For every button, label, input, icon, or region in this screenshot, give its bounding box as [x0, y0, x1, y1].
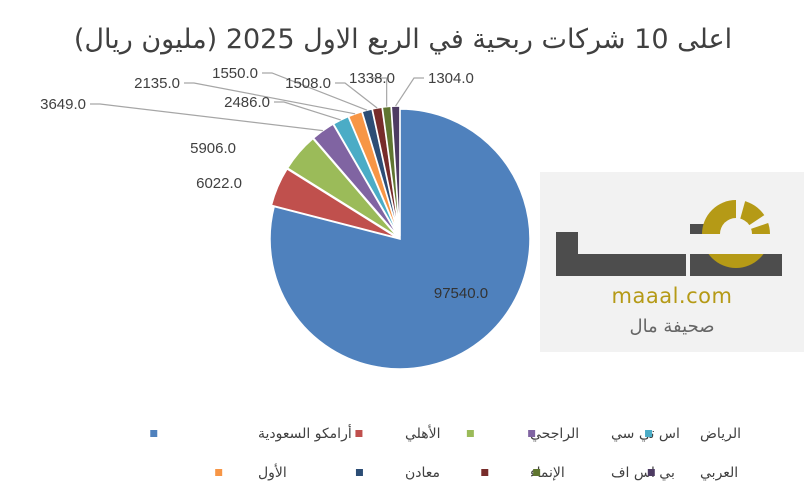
legend-swatch-أرامكو-السعودية	[150, 430, 158, 437]
pie-slice-أرامكو-السعودية	[269, 108, 531, 370]
legend-swatch-الراجحي	[466, 430, 474, 437]
leader-line-اس-تي-سي	[90, 103, 323, 132]
legend-swatch-معادن	[355, 469, 363, 476]
maaal-url: maaal.com	[611, 284, 733, 308]
legend-label-معادن: معادن	[405, 465, 440, 481]
leader-line-معادن	[262, 72, 368, 111]
legend-swatch-العربي	[647, 469, 655, 476]
leader-line-الإنماء	[335, 82, 378, 109]
data-label-الإنماء: 1508.0	[285, 75, 331, 92]
data-label-أرامكو-السعودية: 97540.0	[434, 285, 488, 302]
legend-label-الأهلي: الأهلي	[405, 424, 441, 442]
data-label-العربي: 1304.0	[428, 70, 474, 87]
pie-slice-الأهلي	[270, 167, 398, 239]
legend-label-بي-اس-اف: بي اس اف	[611, 465, 675, 481]
pie-slices	[269, 105, 531, 370]
maaal-logo-mark	[556, 198, 782, 276]
legend-label-أرامكو-السعودية: أرامكو السعودية	[258, 424, 352, 442]
maaal-tagline: صحيفة مال	[629, 316, 715, 337]
legend-swatch-الأول	[215, 469, 223, 476]
legend-label-العربي: العربي	[700, 465, 738, 481]
leader-lines	[90, 72, 424, 132]
leader-line-الرياض	[274, 101, 341, 121]
legend-label-الراجحي: الراجحي	[530, 426, 579, 442]
legend-swatch-بي-اس-اف	[533, 469, 541, 476]
legend-label-الأول: الأول	[258, 463, 287, 481]
legend-swatch-الإنماء	[481, 469, 489, 476]
leader-line-الأول	[184, 82, 356, 115]
data-label-الراجحي: 5906.0	[190, 140, 236, 157]
data-label-معادن: 1550.0	[212, 65, 258, 82]
data-label-اس-تي-سي: 3649.0	[40, 96, 86, 113]
data-labels: 97540.0 6022.0 5906.0 3649.0 2486.0 2135.0 155…	[40, 65, 488, 302]
data-label-الأول: 2135.0	[134, 75, 180, 92]
legend-swatch-الرياض	[645, 430, 653, 437]
data-label-الرياض: 2486.0	[224, 94, 270, 111]
legend-swatch-الأهلي	[355, 430, 363, 437]
leader-line-بي-اس-اف	[372, 77, 388, 107]
data-label-الأهلي: 6022.0	[196, 175, 242, 192]
legend-swatch-اس-تي-سي	[528, 430, 536, 437]
legend-label-الرياض: الرياض	[700, 426, 741, 442]
leader-line-العربي	[395, 77, 424, 107]
chart-title: اعلى 10 شركات ربحية في الربع الاول 2025 …	[74, 24, 732, 55]
maaal-logo: maaal.com صحيفة مال	[540, 172, 804, 352]
pie-slice-العربي	[390, 105, 401, 237]
data-label-بي-اس-اف: 1338.0	[349, 70, 395, 87]
